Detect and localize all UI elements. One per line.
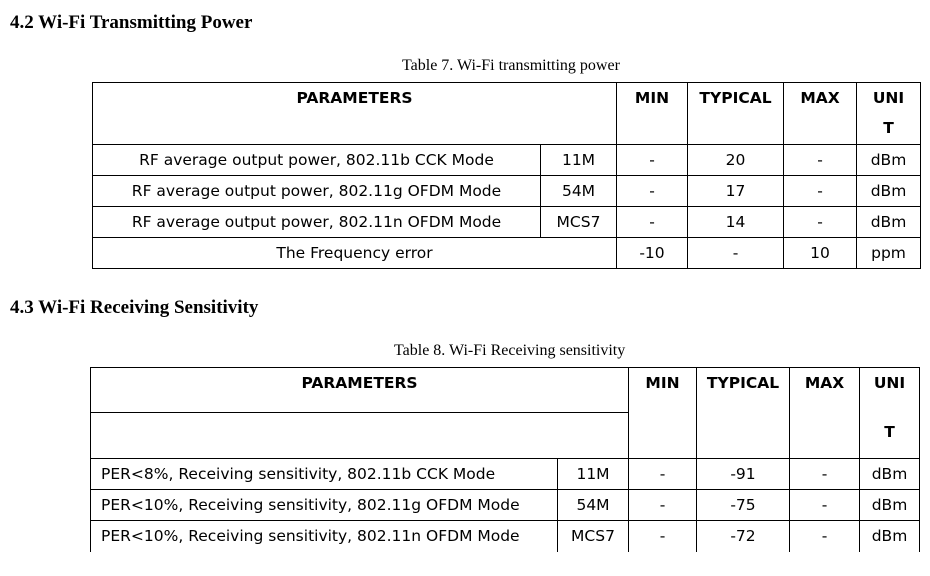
table-row: The Frequency error -10 - 10 ppm xyxy=(91,237,922,269)
cell-typical: -75 xyxy=(696,489,791,521)
cell-unit: dBm xyxy=(856,206,922,238)
table-row: RF average output power, 802.11n OFDM Mo… xyxy=(92,206,922,238)
cell-max: 10 xyxy=(783,237,858,269)
cell-unit: ppm xyxy=(856,237,922,269)
cell-min: - xyxy=(616,175,689,207)
empty-cell xyxy=(89,412,630,459)
receiving-sensitivity-table: PARAMETERS MIN TYPICAL MAX UNI T PER<8%,… xyxy=(89,367,921,552)
cell-typical: 17 xyxy=(687,175,785,207)
empty-cell xyxy=(789,412,861,459)
header-parameters: PARAMETERS xyxy=(91,82,618,145)
table-row: PER<10%, Receiving sensitivity, 802.11g … xyxy=(90,489,921,521)
cell-max: - xyxy=(783,175,858,207)
table-row: PER<10%, Receiving sensitivity, 802.11n … xyxy=(90,520,921,552)
cell-param: PER<10%, Receiving sensitivity, 802.11n … xyxy=(90,520,558,552)
table-caption: Table 7. Wi-Fi transmitting power xyxy=(402,57,620,74)
cell-unit: dBm xyxy=(859,520,921,552)
transmitting-power-table: PARAMETERS MIN TYPICAL MAX UNI T RF avera… xyxy=(91,82,922,269)
cell-param: PER<8%, Receiving sensitivity, 802.11b C… xyxy=(90,458,558,490)
cell-unit: dBm xyxy=(856,175,922,207)
cell-max: - xyxy=(789,458,861,490)
cell-max: - xyxy=(789,520,861,552)
cell-rate: 11M xyxy=(539,144,618,176)
cell-param: The Frequency error xyxy=(91,237,618,269)
header-max: MAX xyxy=(789,367,861,413)
cell-typical: - xyxy=(687,237,785,269)
cell-rate: MCS7 xyxy=(556,520,630,552)
header-unit-line2: T xyxy=(859,412,921,459)
cell-min: - xyxy=(628,458,698,490)
table-header-row: PARAMETERS MIN TYPICAL MAX UNI T xyxy=(91,82,922,145)
cell-unit: dBm xyxy=(856,144,922,176)
table-header-row-2: T xyxy=(89,412,921,459)
table-caption: Table 8. Wi-Fi Receiving sensitivity xyxy=(394,342,626,359)
header-unit: UNI xyxy=(859,367,921,413)
header-typical: TYPICAL xyxy=(696,367,791,413)
cell-min: - xyxy=(628,489,698,521)
header-min: MIN xyxy=(616,82,689,145)
cell-max: - xyxy=(783,144,858,176)
cell-min: -10 xyxy=(616,237,689,269)
cell-typical: 14 xyxy=(687,206,785,238)
cell-param: RF average output power, 802.11b CCK Mod… xyxy=(92,144,541,176)
table-header-row: PARAMETERS MIN TYPICAL MAX UNI xyxy=(89,367,921,413)
table-row: RF average output power, 802.11g OFDM Mo… xyxy=(92,175,922,207)
cell-min: - xyxy=(628,520,698,552)
section-heading: 4.3 Wi-Fi Receiving Sensitivity xyxy=(10,297,259,318)
table-row: PER<8%, Receiving sensitivity, 802.11b C… xyxy=(90,458,921,490)
header-unit-line2: T xyxy=(883,119,894,137)
cell-unit: dBm xyxy=(859,458,921,490)
cell-param: RF average output power, 802.11g OFDM Mo… xyxy=(92,175,541,207)
section-heading: 4.2 Wi-Fi Transmitting Power xyxy=(10,12,253,33)
header-unit-line1: UNI xyxy=(872,89,905,107)
cell-max: - xyxy=(789,489,861,521)
cell-min: - xyxy=(616,144,689,176)
cell-rate: MCS7 xyxy=(539,206,618,238)
header-max: MAX xyxy=(783,82,858,145)
cell-typical: -72 xyxy=(696,520,791,552)
empty-cell xyxy=(696,412,791,459)
cell-max: - xyxy=(783,206,858,238)
cell-param: PER<10%, Receiving sensitivity, 802.11g … xyxy=(90,489,558,521)
header-min: MIN xyxy=(628,367,698,413)
cell-rate: 54M xyxy=(539,175,618,207)
cell-min: - xyxy=(616,206,689,238)
header-parameters: PARAMETERS xyxy=(89,367,630,413)
header-typical: TYPICAL xyxy=(687,82,785,145)
cell-rate: 54M xyxy=(556,489,630,521)
cell-rate: 11M xyxy=(556,458,630,490)
cell-typical: -91 xyxy=(696,458,791,490)
cell-unit: dBm xyxy=(859,489,921,521)
table-row: RF average output power, 802.11b CCK Mod… xyxy=(92,144,922,176)
header-unit: UNI T xyxy=(856,82,922,145)
cell-param: RF average output power, 802.11n OFDM Mo… xyxy=(92,206,541,238)
empty-cell xyxy=(628,412,698,459)
cell-typical: 20 xyxy=(687,144,785,176)
